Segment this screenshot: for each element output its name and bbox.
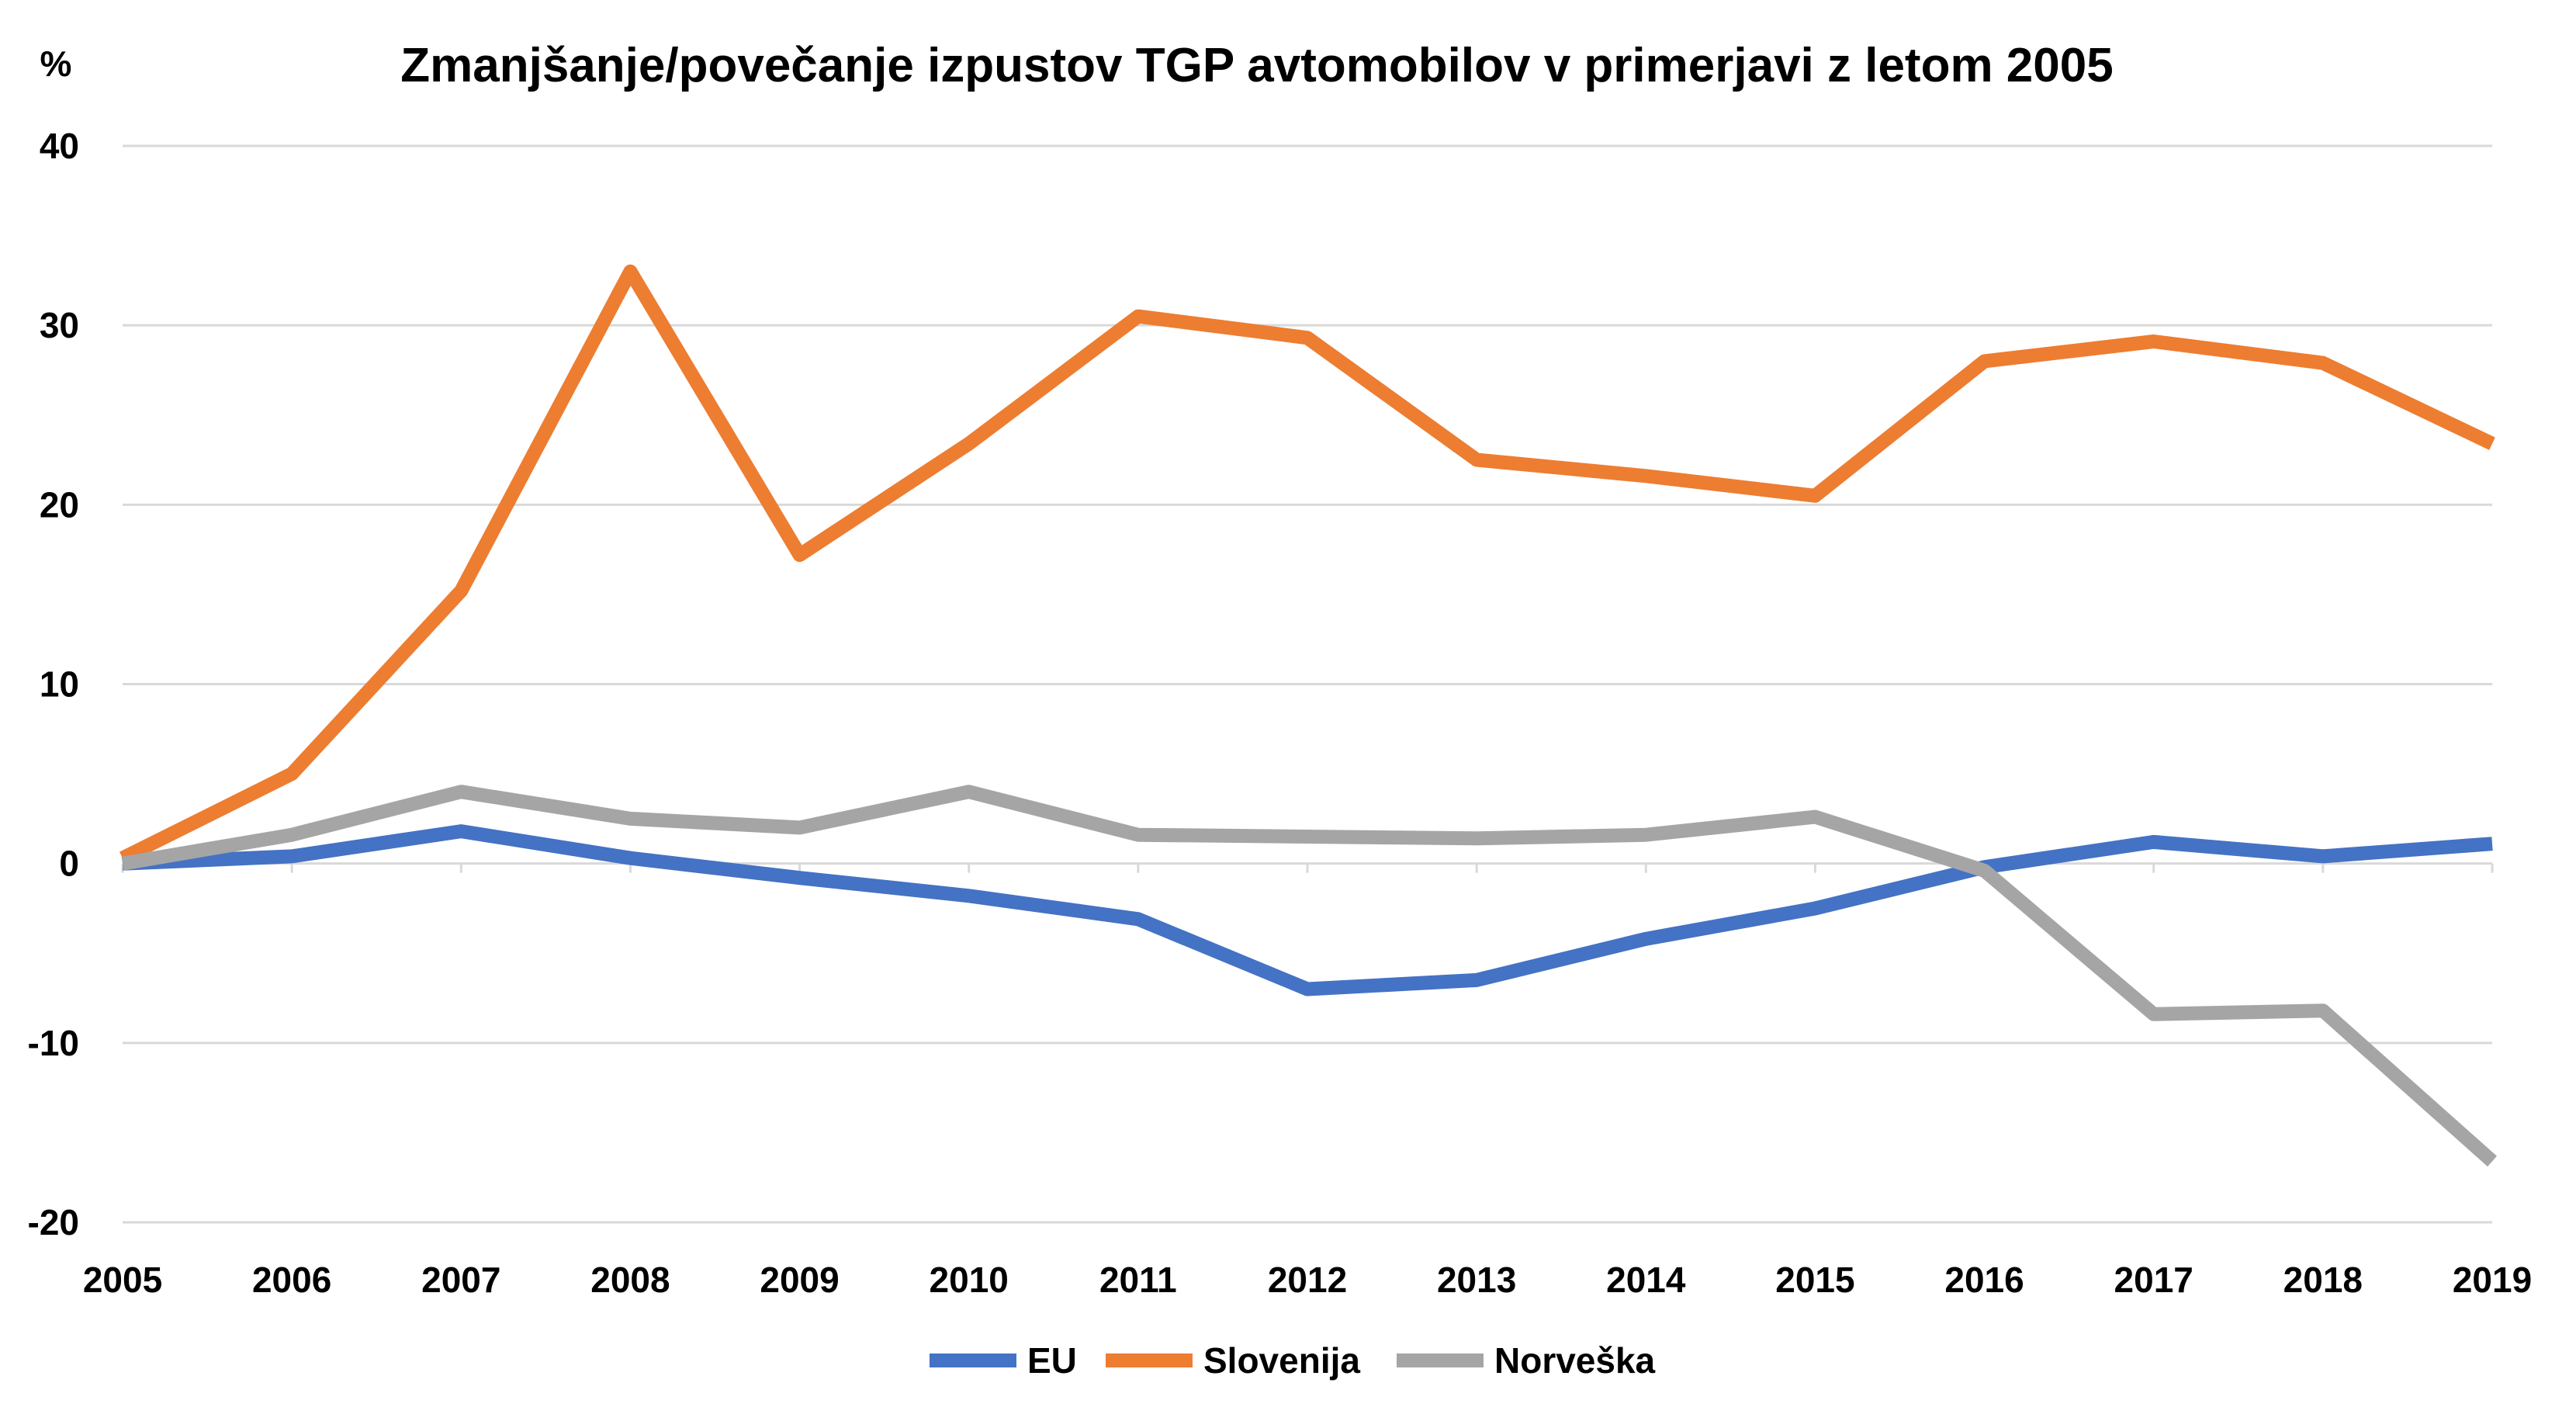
chart-title: Zmanjšanje/povečanje izpustov TGP avtomo… xyxy=(400,39,2113,92)
x-tick-label: 2019 xyxy=(2453,1260,2532,1300)
y-tick-label: 0 xyxy=(59,844,79,884)
x-tick-label: 2009 xyxy=(760,1260,839,1300)
x-tick-label: 2006 xyxy=(252,1260,331,1300)
x-tick-label: 2016 xyxy=(1944,1260,2024,1300)
y-tick-label: 30 xyxy=(40,305,79,345)
x-tick-label: 2013 xyxy=(1437,1260,1516,1300)
series-line-slovenija xyxy=(119,264,2495,865)
x-tick-label: 2015 xyxy=(1775,1260,1854,1300)
series-line-norveška xyxy=(121,785,2497,1167)
y-tick-label: -20 xyxy=(28,1202,79,1243)
y-tick-label: 40 xyxy=(40,126,79,166)
legend: EU Slovenija Norveška xyxy=(930,1340,1656,1381)
x-tick-label: 2008 xyxy=(590,1260,670,1300)
x-tick-label: 2018 xyxy=(2283,1260,2363,1300)
y-tick-label: 10 xyxy=(40,664,79,705)
x-tick-label: 2014 xyxy=(1606,1260,1686,1300)
gridlines xyxy=(121,144,2494,1224)
x-tick-label: 2012 xyxy=(1268,1260,1347,1300)
x-tick-label: 2007 xyxy=(421,1260,500,1300)
series-lines xyxy=(119,264,2497,1167)
y-axis-tick-labels: -20 -10 0 10 20 30 40 xyxy=(28,126,79,1243)
series-line-eu xyxy=(122,824,2493,996)
x-tick-label: 2017 xyxy=(2114,1260,2193,1300)
legend-label-norveška: Norveška xyxy=(1494,1340,1656,1381)
x-tick-label: 2005 xyxy=(83,1260,162,1300)
x-axis-tick-labels: 2005 2006 2007 2008 2009 2010 2011 2012 2013 2014… xyxy=(83,1260,2532,1300)
x-tick-label: 2010 xyxy=(930,1260,1009,1300)
y-tick-label: -10 xyxy=(28,1023,79,1063)
legend-label-eu: EU xyxy=(1027,1340,1077,1381)
x-tick-label: 2011 xyxy=(1099,1260,1177,1300)
legend-label-slovenija: Slovenija xyxy=(1203,1340,1360,1381)
y-axis-unit-label: % xyxy=(40,43,72,84)
y-tick-label: 20 xyxy=(40,484,79,525)
